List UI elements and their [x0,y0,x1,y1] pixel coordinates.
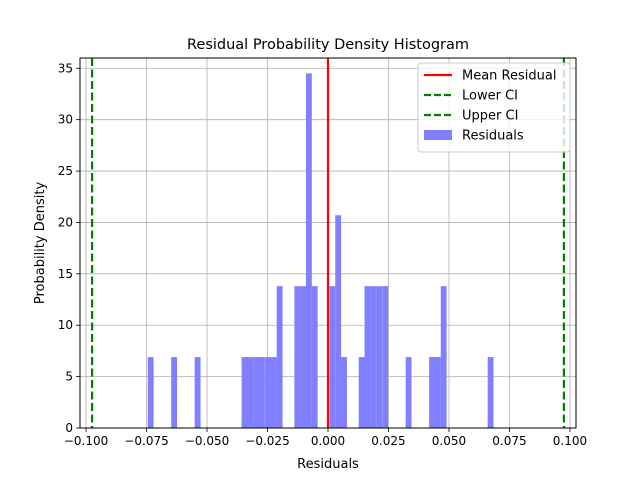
legend: Mean Residual Lower CI Upper CI Residuals [417,62,571,153]
x-tick-label: 0.100 [553,434,587,448]
histogram-bar [382,286,389,428]
histogram-bar [358,357,365,428]
histogram-bars [147,73,494,429]
chart-title: Residual Probability Density Histogram [187,37,469,53]
histogram-bar [171,357,178,428]
y-axis-ticks: 0 5 10 15 20 25 30 35 [58,61,80,435]
x-tick-label: 0.025 [371,434,405,448]
histogram-bar [487,357,494,428]
x-tick-label: −0.050 [185,434,229,448]
histogram-bar [247,357,254,428]
legend-label-upper-ci: Upper CI [462,109,518,124]
histogram-bar [370,286,377,428]
histogram-bar [241,357,248,428]
x-axis-ticks: −0.100 −0.075 −0.050 −0.025 0.000 0.025 0.050 0… [64,428,587,448]
histogram-bar [294,286,301,428]
y-tick-label: 25 [58,164,73,178]
histogram-bar [429,357,435,428]
x-tick-label: −0.025 [245,434,289,448]
legend-label-residuals: Residuals [462,129,524,144]
y-tick-label: 35 [58,61,73,75]
histogram-bar [147,357,154,428]
x-tick-label: 0.075 [492,434,526,448]
histogram-bar [341,357,347,428]
legend-swatch-residuals [424,130,452,140]
histogram-bar [253,357,260,428]
x-tick-label: −0.075 [124,434,168,448]
histogram-bar [335,215,342,428]
y-tick-label: 10 [58,318,73,332]
y-tick-label: 20 [58,215,73,229]
histogram-bar [329,286,336,428]
histogram-bar [265,357,271,428]
histogram-bar [405,357,412,428]
histogram-bar [311,286,318,428]
y-tick-label: 15 [58,267,73,281]
x-tick-label: 0.000 [311,434,345,448]
y-tick-label: 30 [58,113,73,127]
histogram-bar [259,357,265,428]
histogram-bar [270,357,277,428]
histogram-bar [434,357,441,428]
x-tick-label: −0.100 [64,434,108,448]
legend-label-mean-residual: Mean Residual [462,69,556,84]
y-tick-label: 5 [65,370,73,384]
y-tick-label: 0 [65,421,73,435]
histogram-bar [194,357,201,428]
histogram-bar [376,286,383,428]
y-axis-label: Probability Density [33,182,48,305]
histogram-bar [276,286,283,428]
histogram-bar [364,286,371,428]
histogram-bar [305,73,312,429]
x-tick-label: 0.050 [432,434,466,448]
histogram-bar [300,286,307,428]
x-axis-label: Residuals [297,457,359,472]
legend-label-lower-ci: Lower CI [462,89,518,104]
histogram-bar [440,286,447,428]
legend-box [417,62,571,153]
